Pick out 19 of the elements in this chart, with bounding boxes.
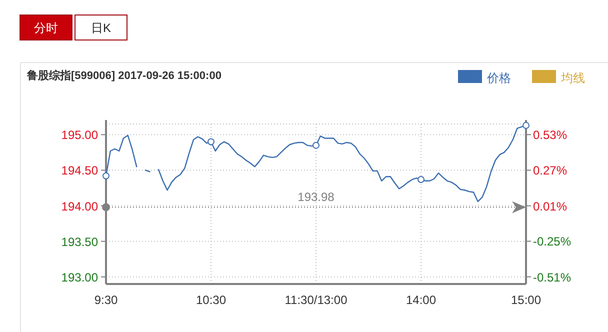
y-tick-label: 194.50 bbox=[61, 164, 98, 178]
y2-tick-label: 0.01% bbox=[533, 199, 568, 214]
y2-tick-label: 0.53% bbox=[533, 128, 568, 142]
y2-tick-label: -0.25% bbox=[533, 234, 572, 249]
y-tick-label: 193.50 bbox=[61, 234, 98, 249]
x-tick-label: 15:00 bbox=[510, 293, 542, 307]
x-tick-label: 11:30/13:00 bbox=[284, 293, 348, 307]
y2-tick-label: -0.51% bbox=[533, 270, 572, 284]
y-tick-label: 195.00 bbox=[61, 128, 98, 142]
legend-label: 均线 bbox=[560, 71, 585, 85]
x-tick-label: 10:30 bbox=[196, 293, 226, 307]
y-tick-label: 193.00 bbox=[61, 270, 98, 284]
legend-label: 价格 bbox=[486, 71, 511, 85]
y-tick-label: 194.00 bbox=[61, 199, 98, 214]
x-tick-label: 9:30 bbox=[94, 293, 118, 307]
ref-line-label: 193.98 bbox=[298, 190, 335, 204]
chart-title: 鲁股综指[599006] 2017-09-26 15:00:00 bbox=[26, 69, 222, 82]
x-tick-label: 14:00 bbox=[406, 293, 436, 307]
y2-tick-label: 0.27% bbox=[533, 164, 568, 178]
